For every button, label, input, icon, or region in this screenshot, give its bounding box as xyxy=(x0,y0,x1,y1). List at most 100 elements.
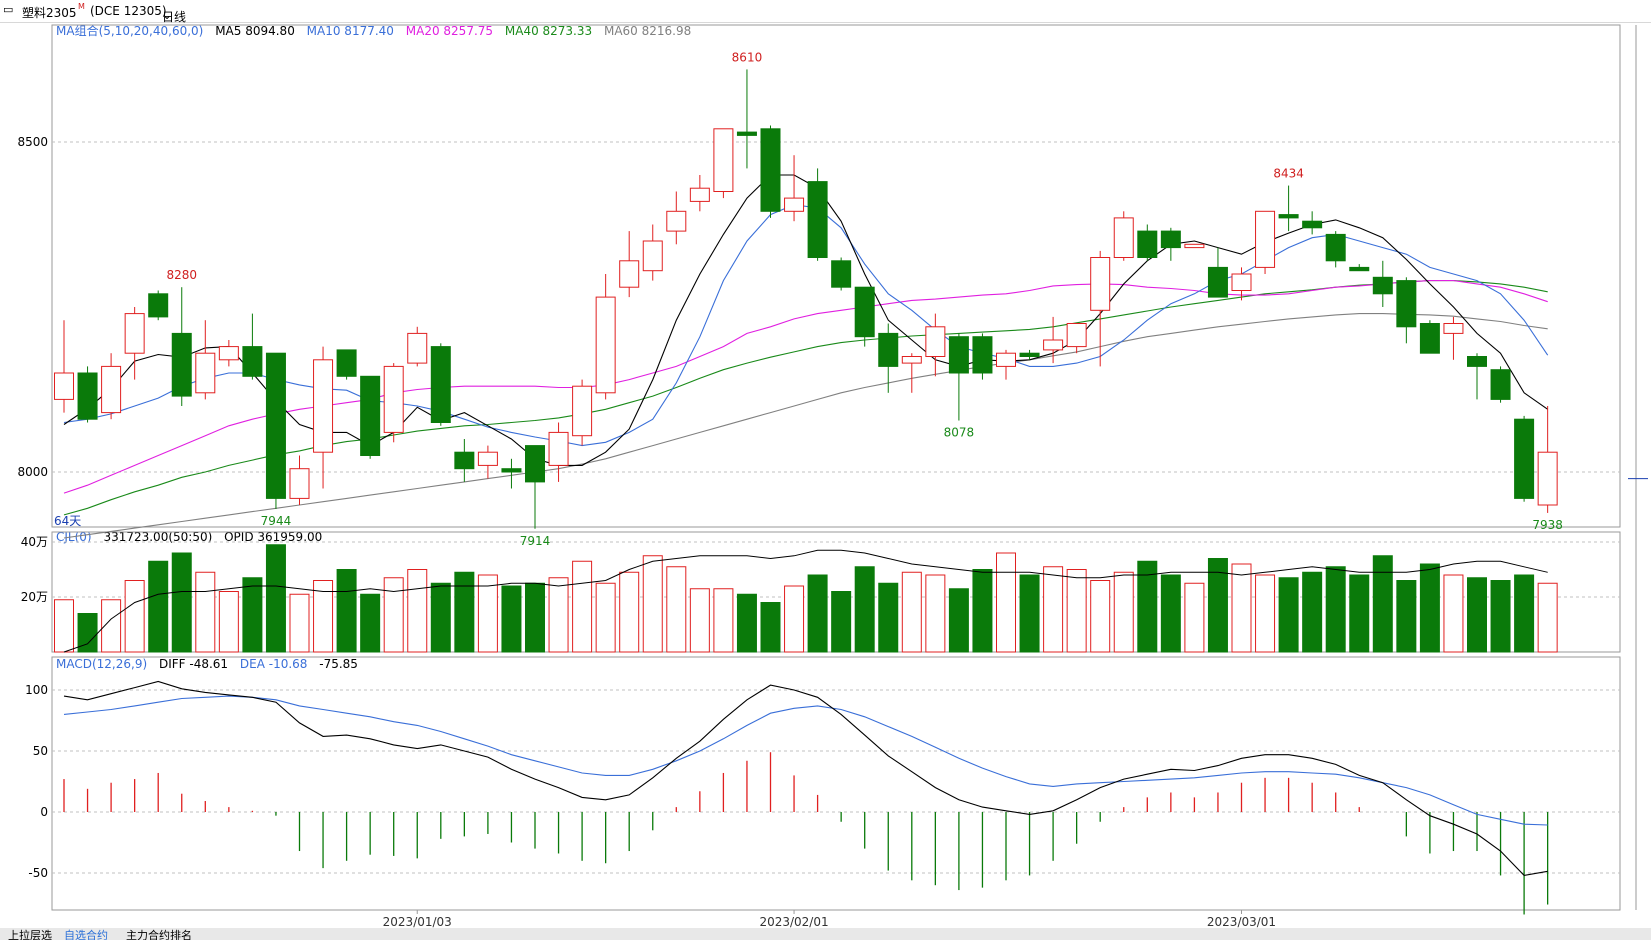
volume-bar xyxy=(1160,574,1181,653)
bottom-bar: 上拉层选 自选合约 主力合约排名 xyxy=(0,928,1651,940)
volume-bar xyxy=(1419,563,1440,653)
candle-body xyxy=(1160,230,1181,249)
price-annotation: 8280 xyxy=(166,268,197,282)
volume-bar xyxy=(1066,569,1087,653)
price-tick-label: 8000 xyxy=(17,465,48,479)
candle-body xyxy=(925,326,946,357)
chart-canvas[interactable]: 8500 8000 40万 20万 100 50 0 -50 2023/01/03 2023/02… xyxy=(0,22,1651,928)
candle-body xyxy=(336,349,357,377)
macd-tick-label: -50 xyxy=(28,866,48,880)
volume-bar xyxy=(1207,558,1228,653)
candle-body xyxy=(1043,339,1064,351)
tab-watchlist[interactable]: 自选合约 xyxy=(64,929,108,940)
volume-bar xyxy=(1537,582,1558,653)
candle-body xyxy=(430,346,451,424)
candle-body xyxy=(1184,243,1205,249)
volume-bar xyxy=(689,588,710,653)
price-annotation: 7944 xyxy=(261,514,292,528)
volume-bar xyxy=(760,602,781,653)
tab-layer-select[interactable]: 上拉层选 xyxy=(8,929,52,940)
candle-body xyxy=(831,260,852,288)
volume-bar xyxy=(642,555,663,653)
volume-tick-label: 40万 xyxy=(21,535,48,549)
volume-bar xyxy=(171,552,192,653)
price-annotation: 8610 xyxy=(732,50,763,64)
tab-main-rank[interactable]: 主力合约排名 xyxy=(126,929,192,940)
ma60-line xyxy=(63,313,1548,539)
volume-bar xyxy=(218,591,239,653)
title-bar: ▭ 塑料2305 M (DCE 12305) 日线 ⌄ xyxy=(0,0,1651,24)
candle-body xyxy=(1137,230,1158,259)
cjl-value: 331723.00(50:50) xyxy=(103,530,213,544)
grid-lines xyxy=(52,141,1620,874)
price-annotation: 8078 xyxy=(944,426,975,440)
macd-name[interactable]: MACD(12,26,9) xyxy=(56,657,148,671)
exchange-code: (DCE 12305) xyxy=(90,4,167,18)
candle-body xyxy=(54,372,74,400)
diff-value: DIFF -48.61 xyxy=(158,657,229,671)
candle-body xyxy=(1419,323,1440,354)
volume-bar xyxy=(1231,563,1252,653)
candle-body xyxy=(265,352,286,499)
volume-bar xyxy=(572,560,593,653)
candle-body xyxy=(972,336,993,374)
volume-bar xyxy=(1113,571,1134,653)
volume-bar xyxy=(1302,571,1323,653)
period-label: 日线 xyxy=(162,10,187,24)
volume-bar xyxy=(148,560,169,653)
candle-body xyxy=(901,356,922,364)
volume-bar xyxy=(1490,580,1511,653)
candle-body xyxy=(525,445,545,483)
volume-bar xyxy=(736,593,757,653)
volume-bar xyxy=(1467,577,1487,653)
volume-bar xyxy=(501,585,522,653)
candles xyxy=(54,69,1558,529)
candle-body xyxy=(1090,257,1111,311)
volume-bar xyxy=(854,566,875,653)
candle-body xyxy=(807,181,828,259)
volume-bar xyxy=(1372,555,1393,653)
candle-body xyxy=(501,468,522,473)
volume-bar xyxy=(1255,574,1276,653)
contract-label[interactable]: 塑料2305 xyxy=(22,6,77,20)
opid-value: OPID 361959.00 xyxy=(224,530,323,544)
candle-body xyxy=(760,128,781,212)
diff-line xyxy=(63,680,1548,876)
volume-bar xyxy=(195,571,216,653)
candle-body xyxy=(289,468,310,499)
candle-body xyxy=(666,210,687,232)
ma10-value: MA10 8177.40 xyxy=(306,24,394,38)
candle-body xyxy=(689,187,710,202)
volume-bar xyxy=(878,582,899,653)
volume-bar xyxy=(242,577,263,653)
candle-body xyxy=(948,336,969,374)
candle-body xyxy=(195,352,216,394)
candle-body xyxy=(477,451,498,466)
volume-bar xyxy=(1137,560,1158,653)
volume-tick-label: 20万 xyxy=(21,590,48,604)
candle-body xyxy=(619,260,640,288)
ma40-value: MA40 8273.33 xyxy=(504,24,593,38)
macd-tick-label: 100 xyxy=(25,683,48,697)
x-tick-label: 2023/03/01 xyxy=(1207,915,1276,928)
volume-legend: CJL(0) 331723.00(50:50) OPID 361959.00 xyxy=(56,530,330,544)
volume-bar xyxy=(713,588,734,653)
chart-menu-icon[interactable]: ▭ xyxy=(3,3,14,16)
volume-bar xyxy=(54,599,74,653)
volume-bar xyxy=(1349,574,1370,653)
candle-body xyxy=(1514,418,1535,499)
ma5-line xyxy=(63,174,1549,466)
ma10-line xyxy=(63,204,1549,447)
candle-body xyxy=(736,131,757,136)
ma-legend-name[interactable]: MA组合(5,10,20,40,60,0) xyxy=(56,24,204,38)
dea-value: DEA -10.68 xyxy=(239,657,308,671)
price-annotation: 7914 xyxy=(520,534,551,548)
volume-bar xyxy=(1278,577,1299,653)
panel-frame-0 xyxy=(51,24,1621,528)
candle-body xyxy=(1019,352,1040,358)
volume-bar xyxy=(1043,566,1064,653)
candle-body xyxy=(77,372,98,420)
candle-body xyxy=(642,240,663,272)
volume-bar xyxy=(1396,580,1417,653)
candle-body xyxy=(171,332,192,397)
